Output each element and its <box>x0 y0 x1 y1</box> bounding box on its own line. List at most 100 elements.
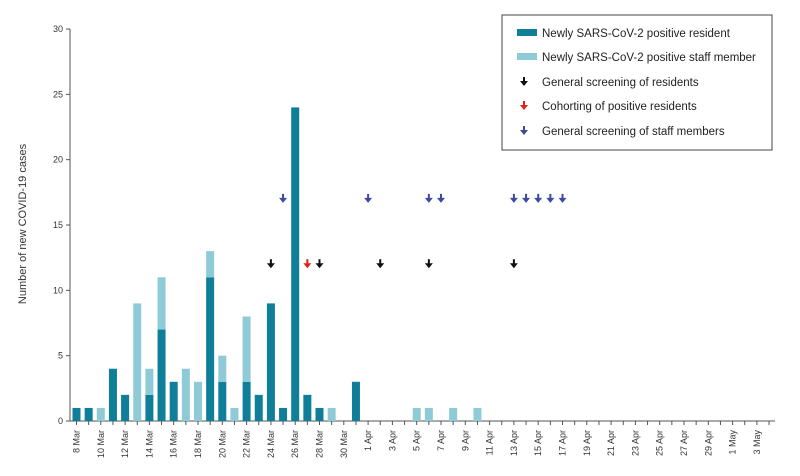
bars <box>72 107 482 422</box>
legend: Newly SARS-CoV-2 positive resident Newly … <box>501 14 773 151</box>
x-tick-label: 21 Apr <box>606 430 616 456</box>
legend-label: Newly SARS-CoV-2 positive staff member <box>542 52 756 64</box>
y-tick-label: 10 <box>53 285 63 295</box>
bar-resident <box>157 329 166 421</box>
staff-screening-arrow-icon <box>437 193 445 203</box>
x-tick-label: 16 Mar <box>169 430 179 458</box>
y-tick-label: 20 <box>53 155 63 165</box>
bar-staff <box>206 251 215 278</box>
bar-staff <box>230 407 239 421</box>
bar-resident <box>291 107 300 422</box>
y-tick-label: 15 <box>53 220 63 230</box>
x-tick-label: 1 Apr <box>363 430 373 451</box>
legend-swatch-resident <box>517 29 537 36</box>
x-tick-label: 14 Mar <box>144 430 154 458</box>
x-tick-label: 13 Apr <box>509 430 519 456</box>
resident-screening-arrow-icon <box>376 259 385 269</box>
staff-screening-arrow-icon <box>522 193 531 203</box>
y-axis-title: Number of new COVID-19 cases <box>17 143 29 304</box>
bar-staff <box>449 407 458 421</box>
legend-label: Newly SARS-CoV-2 positive resident <box>542 28 731 40</box>
staff-screening-arrow-icon <box>509 193 518 203</box>
x-tick-label: 17 Apr <box>558 430 568 456</box>
staff-screening-arrow-icon <box>546 193 555 203</box>
x-tick-label: 10 Mar <box>96 430 106 458</box>
bar-staff <box>157 277 166 330</box>
bar-resident <box>279 407 288 421</box>
bar-resident <box>303 394 312 421</box>
bar-resident <box>266 303 275 421</box>
y-tick-label: 0 <box>58 416 63 426</box>
bar-staff <box>181 368 190 421</box>
x-tick-label: 23 Apr <box>630 430 640 456</box>
bar-resident <box>72 407 81 421</box>
x-tick-label: 27 Apr <box>679 430 689 456</box>
resident-screening-arrow-icon <box>509 259 518 269</box>
bar-staff <box>96 407 105 421</box>
x-tick-label: 26 Mar <box>290 430 300 458</box>
x-tick-label: 9 Apr <box>460 430 470 451</box>
bar-staff <box>327 407 336 421</box>
staff-screening-arrow-icon <box>424 193 433 203</box>
staff-screening-arrow-icon <box>364 193 373 203</box>
staff-screening-arrow-icon <box>279 193 288 203</box>
staff-screening-arrow-icon <box>534 193 543 203</box>
x-tick-label: 20 Mar <box>217 430 227 458</box>
x-axis: 8 Mar 10 Mar 12 Mar 14 Mar 16 Mar 18 Mar 20 Ma… <box>70 420 775 458</box>
x-tick-label: 1 May <box>728 430 738 455</box>
legend-box <box>501 14 773 151</box>
bar-resident <box>351 381 360 421</box>
y-tick-label: 30 <box>53 24 63 34</box>
x-tick-label: 15 Apr <box>533 430 543 456</box>
legend-label: Cohorting of positive residents <box>542 101 697 113</box>
x-tick-label: 3 Apr <box>387 430 397 451</box>
cohorting-arrow-icon <box>303 259 312 269</box>
legend-resident-screening-icon <box>520 77 528 86</box>
bar-resident <box>121 394 130 421</box>
bar-resident <box>108 368 117 421</box>
bar-resident <box>206 277 215 421</box>
y-tick-label: 25 <box>53 89 63 99</box>
x-tick-label: 19 Apr <box>582 430 592 456</box>
bar-staff <box>145 368 154 395</box>
x-tick-label: 24 Mar <box>266 430 276 458</box>
legend-staff-screening-icon <box>520 126 528 135</box>
x-tick-label: 18 Mar <box>193 430 203 458</box>
x-tick-label: 25 Apr <box>655 430 665 456</box>
bar-staff <box>473 407 482 421</box>
legend-label: General screening of residents <box>542 77 699 89</box>
x-tick-label: 22 Mar <box>242 430 252 458</box>
bar-staff <box>218 355 227 382</box>
y-axis: 0 5 10 15 20 25 30 <box>53 24 71 426</box>
bar-staff <box>412 407 421 421</box>
x-tick-label: 12 Mar <box>120 430 130 458</box>
resident-screening-arrow-icon <box>424 259 433 269</box>
staff-screening-arrow-icon <box>558 193 567 203</box>
y-tick-label: 5 <box>58 351 63 361</box>
bar-staff <box>424 407 433 421</box>
x-tick-label: 28 Mar <box>315 430 325 458</box>
bar-resident <box>145 394 154 421</box>
resident-screening-arrow-icon <box>266 259 275 269</box>
x-tick-label: 30 Mar <box>339 430 349 458</box>
x-tick-label: 8 Mar <box>72 430 82 453</box>
bar-resident <box>254 394 263 421</box>
bar-staff <box>242 316 251 382</box>
x-tick-label: 3 May <box>752 430 762 455</box>
legend-cohorting-icon <box>520 101 528 110</box>
resident-screening-arrow-icon <box>315 259 324 269</box>
bar-resident <box>218 381 227 421</box>
bar-resident <box>169 381 178 421</box>
bar-staff <box>133 303 142 421</box>
x-tick-label: 7 Apr <box>436 430 446 451</box>
bar-resident <box>242 381 251 421</box>
x-tick-label: 29 Apr <box>703 430 713 456</box>
bar-resident <box>315 407 324 421</box>
legend-label: General screening of staff members <box>542 126 725 138</box>
x-tick-label: 11 Apr <box>485 430 495 455</box>
event-markers <box>266 193 567 269</box>
bar-resident <box>84 407 93 421</box>
legend-swatch-staff <box>517 53 537 60</box>
x-tick-label: 5 Apr <box>412 430 422 451</box>
